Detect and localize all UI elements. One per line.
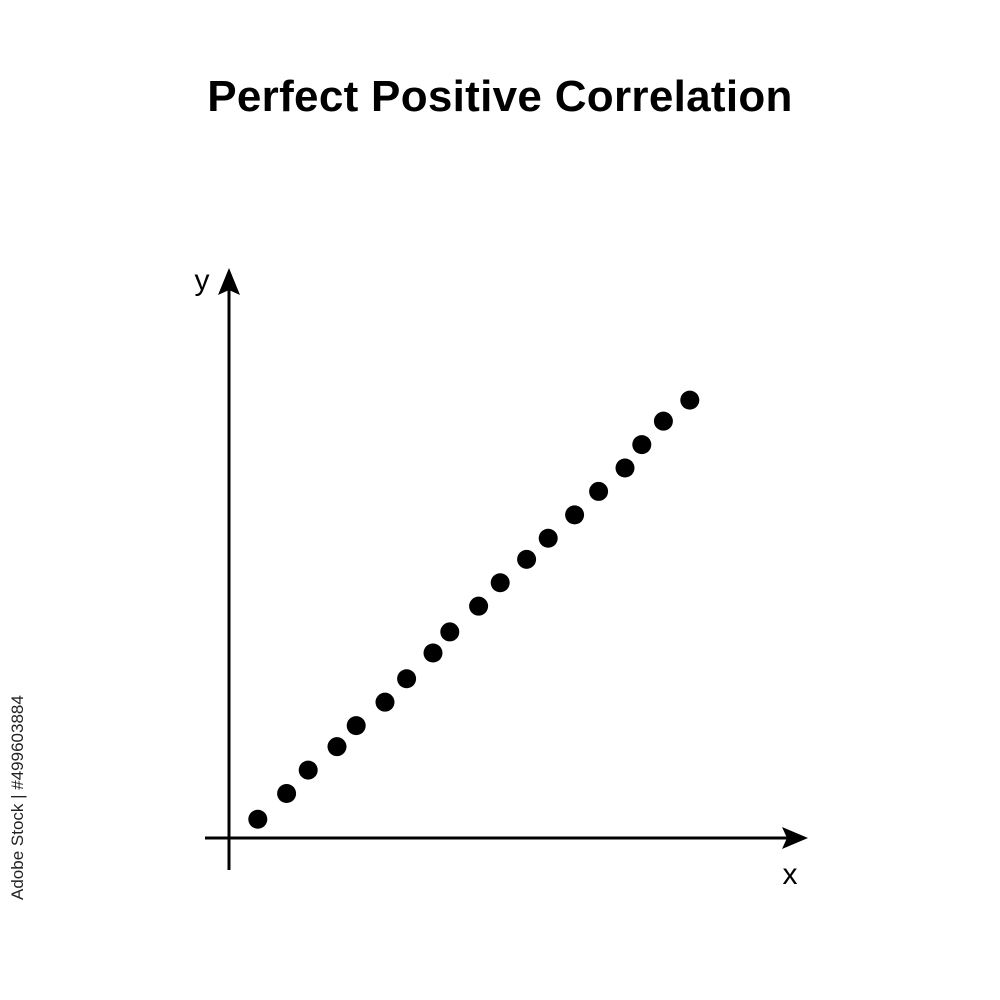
data-point — [615, 458, 635, 478]
data-point — [440, 622, 460, 642]
data-point — [298, 760, 318, 780]
data-point — [680, 390, 700, 410]
data-points — [248, 390, 700, 829]
y-axis-arrow-icon — [218, 268, 240, 295]
data-point — [327, 737, 347, 757]
watermark: Adobe Stock | #499603884 — [8, 695, 27, 900]
data-point — [565, 505, 585, 525]
data-point — [589, 481, 609, 501]
y-axis-label: y — [195, 264, 210, 297]
x-axis-arrow-icon — [782, 827, 808, 849]
data-point — [423, 643, 443, 663]
data-point — [469, 596, 489, 616]
data-point — [397, 669, 417, 689]
data-point — [632, 435, 652, 455]
data-point — [538, 528, 558, 548]
data-point — [375, 692, 395, 712]
x-axis-label: x — [783, 858, 798, 891]
data-point — [653, 411, 673, 431]
data-point — [248, 809, 268, 829]
chart-title: Perfect Positive Correlation — [207, 72, 793, 121]
data-point — [277, 784, 297, 804]
data-point — [346, 716, 366, 736]
data-point — [490, 573, 510, 593]
data-point — [517, 549, 537, 569]
